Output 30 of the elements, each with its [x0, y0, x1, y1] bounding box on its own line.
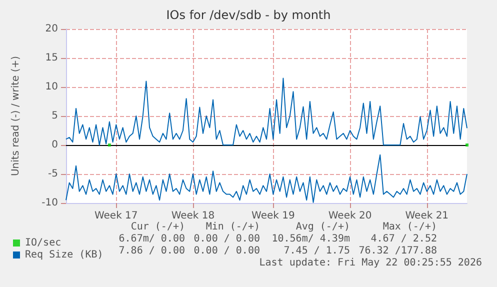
y-tick-label: 5: [52, 110, 58, 122]
x-tick-label: Week 20: [328, 210, 372, 222]
legend-label: Req Size (KB): [25, 250, 104, 260]
text: Last update: Fri May 22 00:25:55 2026: [259, 258, 482, 268]
text: Max (-/+): [382, 222, 437, 232]
y-axis-title: Units read (-) / write (+): [10, 56, 22, 176]
text: 6.67m/ 0.00: [118, 234, 185, 244]
y-tick-label: 10: [45, 82, 58, 92]
y-tick-label: 20: [45, 24, 58, 34]
text: 0.00 / 0.00: [194, 246, 260, 256]
y-tick-label: -10: [42, 198, 58, 208]
y-tick-label: -5: [48, 168, 58, 180]
text: Cur (-/+): [130, 222, 185, 232]
legend-label: IO/sec: [25, 238, 62, 248]
text: Min (-/+): [206, 222, 260, 232]
text: 7.86 / 0.00: [118, 246, 185, 256]
text: 4.67 / 2.52: [370, 234, 437, 244]
text: Avg (-/+): [296, 222, 350, 232]
x-tick-label: Week 18: [171, 210, 215, 222]
x-tick-label: Week 19: [252, 210, 295, 222]
text: 76.32 /177.88: [358, 246, 437, 256]
text: 10.56m/ 4.39m: [272, 234, 350, 244]
line-series: [66, 78, 468, 146]
x-tick-label: Week 17: [94, 210, 138, 222]
text: 0.00 / 0.00: [194, 234, 260, 244]
chart-title: IOs for /dev/sdb - by month: [166, 8, 331, 22]
x-tick-label: Week 21: [405, 210, 449, 222]
y-tick-label: 15: [45, 52, 58, 64]
y-tick-label: 0: [52, 140, 58, 150]
text: 7.45 / 1.75: [284, 246, 350, 256]
